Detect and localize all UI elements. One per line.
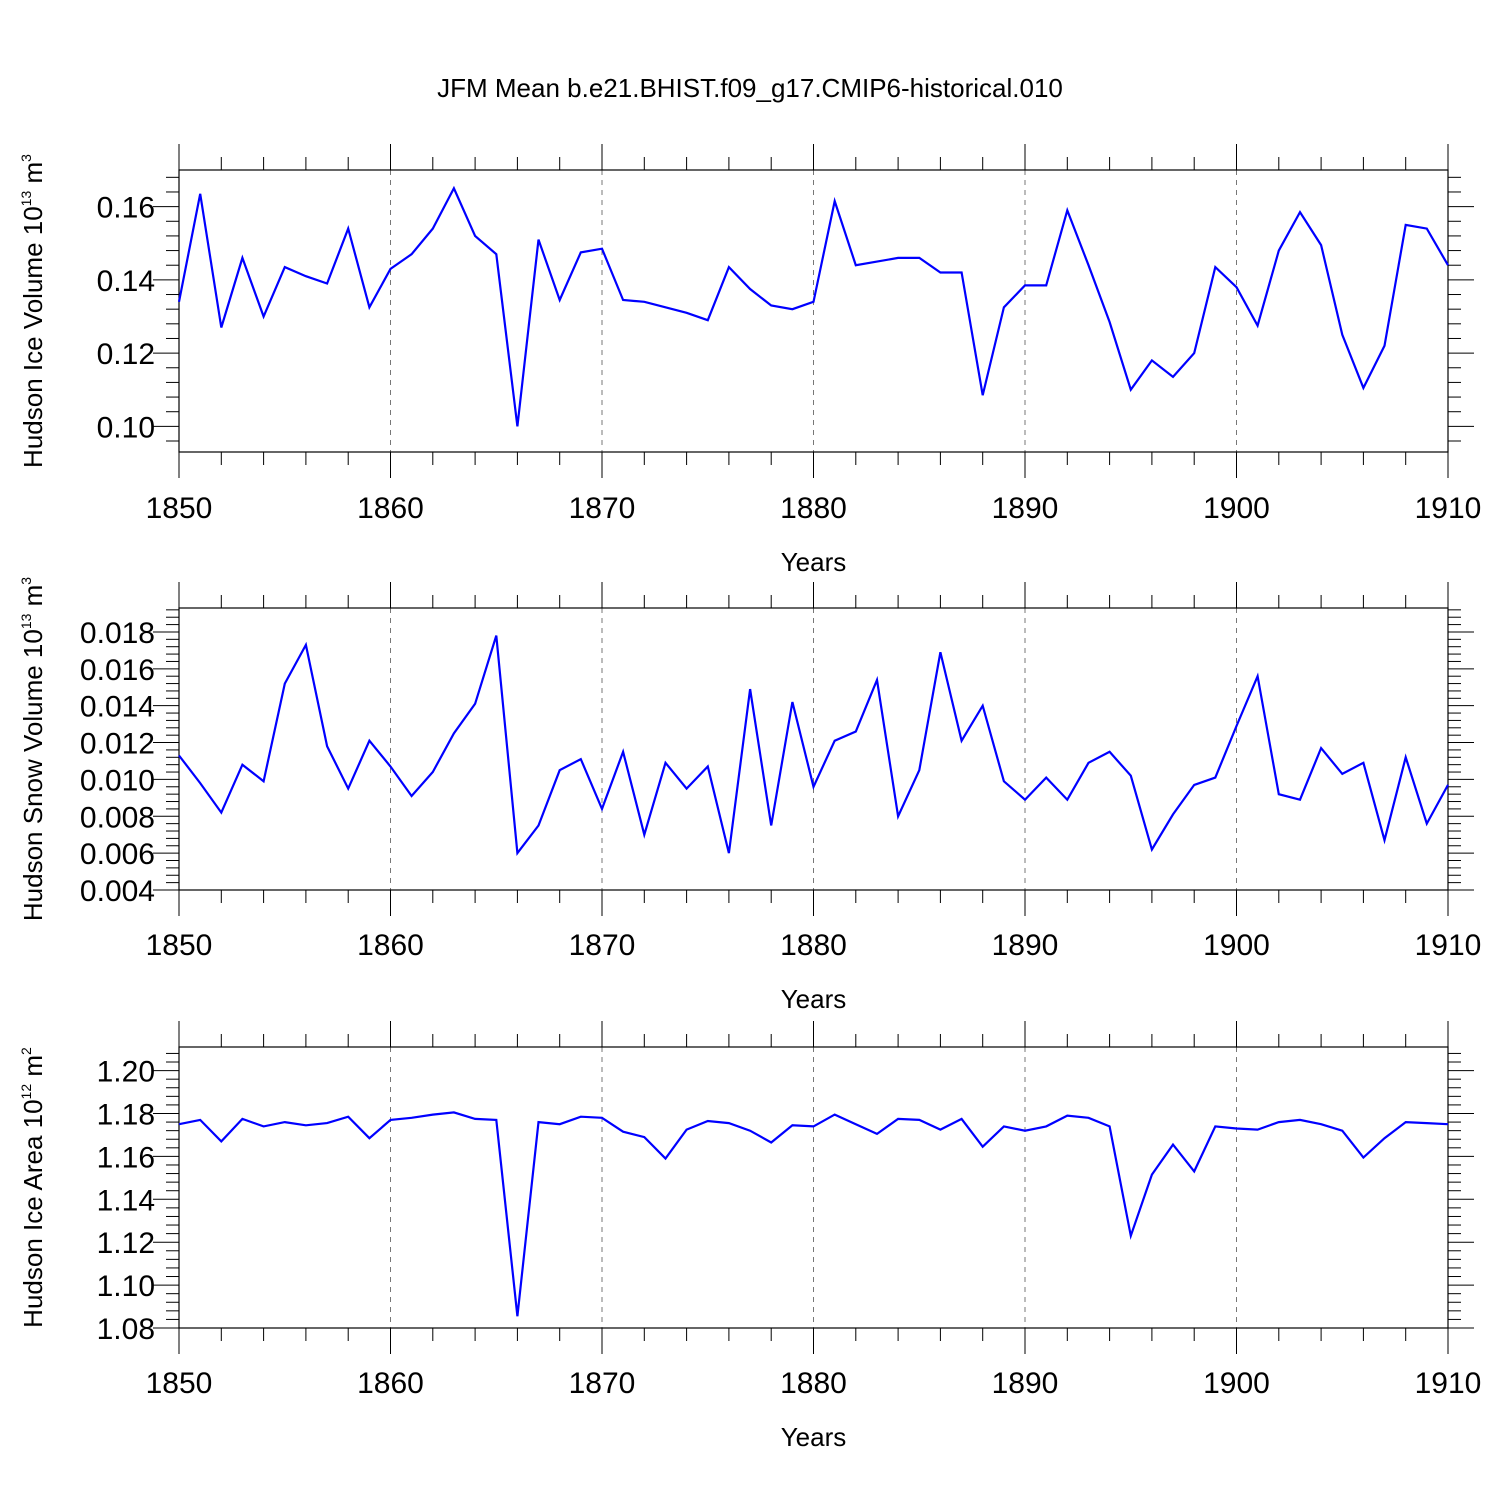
y-axis-title: Hudson Ice Area 1012 m2 [18, 1047, 48, 1328]
x-tick-label: 1850 [146, 492, 213, 525]
y-tick-label: 0.012 [80, 728, 155, 761]
y-tick-label: 1.14 [97, 1184, 155, 1217]
x-axis-title: Years [781, 984, 847, 1014]
x-tick-label: 1910 [1415, 492, 1482, 525]
x-tick-label: 1890 [992, 929, 1059, 962]
series-line [178, 1111, 1449, 1317]
x-tick-label: 1870 [569, 929, 636, 962]
series-line [178, 635, 1449, 856]
y-tick-label: 0.16 [97, 192, 155, 225]
x-axis-title: Years [781, 1422, 847, 1452]
y-tick-label: 0.004 [80, 875, 155, 908]
x-tick-label: 1900 [1203, 1367, 1270, 1400]
panel-3: 1.08 1.10 1.12 1.14 1.16 1.18 1.20 1850 1860 1870… [18, 1021, 1481, 1452]
x-tick-label: 1880 [780, 929, 847, 962]
x-tick-label: 1870 [569, 492, 636, 525]
x-tick-label: 1900 [1203, 492, 1270, 525]
y-tick-label: 1.08 [97, 1313, 155, 1346]
x-tick-label: 1900 [1203, 929, 1270, 962]
y-tick-label: 0.016 [80, 654, 155, 687]
x-tick-label: 1890 [992, 1367, 1059, 1400]
y-tick-label: 1.20 [97, 1056, 155, 1089]
series-line [177, 185, 1449, 427]
y-tick-label: 0.14 [97, 265, 155, 298]
x-tick-label: 1850 [146, 929, 213, 962]
y-tick-label: 1.18 [97, 1098, 155, 1131]
x-tick-label: 1910 [1415, 929, 1482, 962]
x-tick-label: 1860 [357, 1367, 424, 1400]
x-tick-label: 1860 [357, 929, 424, 962]
x-tick-label: 1850 [146, 1367, 213, 1400]
x-tick-label: 1890 [992, 492, 1059, 525]
y-axis-title: Hudson Ice Volume 1013 m3 [18, 154, 48, 468]
x-tick-label: 1880 [780, 1367, 847, 1400]
y-tick-label: 1.10 [97, 1270, 155, 1303]
y-tick-label: 0.12 [97, 338, 155, 371]
y-tick-label: 0.006 [80, 838, 155, 871]
y-tick-label: 0.014 [80, 691, 155, 724]
x-tick-label: 1880 [780, 492, 847, 525]
y-axis-title: Hudson Snow Volume 1013 m3 [18, 577, 48, 921]
y-tick-label: 1.12 [97, 1227, 155, 1260]
panel-1: 0.10 0.12 0.14 0.16 1850 1860 1870 1880 1890 1900… [18, 144, 1481, 577]
y-tick-label: 0.010 [80, 764, 155, 797]
y-tick-label: 0.008 [80, 801, 155, 834]
x-tick-label: 1860 [357, 492, 424, 525]
y-tick-label: 0.018 [80, 617, 155, 650]
y-tick-label: 1.16 [97, 1141, 155, 1174]
chart-title: JFM Mean b.e21.BHIST.f09_g17.CMIP6-histo… [437, 73, 1063, 103]
x-axis-title: Years [781, 547, 847, 577]
x-tick-label: 1870 [569, 1367, 636, 1400]
x-tick-label: 1910 [1415, 1367, 1482, 1400]
y-tick-label: 0.10 [97, 411, 155, 444]
